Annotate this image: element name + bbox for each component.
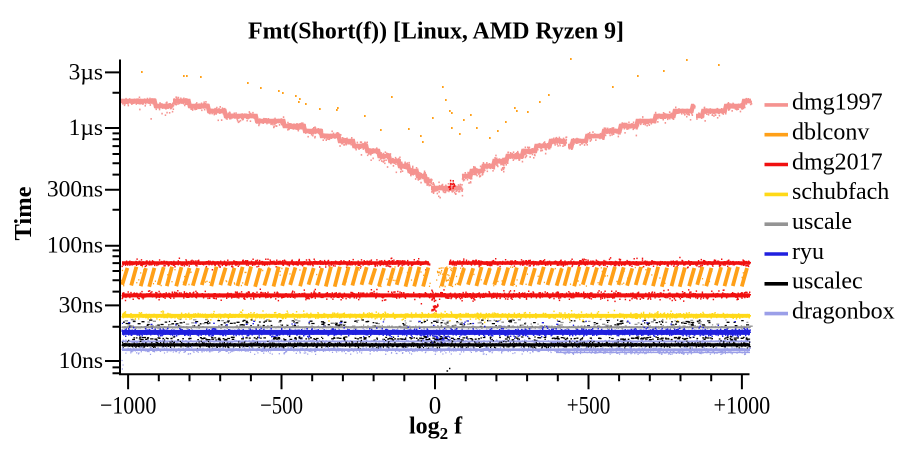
svg-text:uscale: uscale (792, 209, 852, 235)
svg-text:0: 0 (429, 393, 442, 420)
svg-text:100ns: 100ns (47, 233, 103, 259)
svg-text:+1000: +1000 (714, 393, 771, 420)
svg-text:Fmt(Short(f)) [Linux, AMD Ryze: Fmt(Short(f)) [Linux, AMD Ryzen 9] (248, 19, 624, 45)
svg-text:30ns: 30ns (59, 292, 103, 318)
svg-text:dmg1997: dmg1997 (792, 90, 883, 116)
svg-text:Time: Time (10, 186, 37, 240)
svg-text:dblconv: dblconv (792, 120, 869, 146)
svg-text:−500: −500 (260, 393, 303, 420)
svg-text:10ns: 10ns (59, 348, 103, 374)
svg-text:log2 f: log2 f (409, 414, 463, 444)
svg-text:1µs: 1µs (69, 115, 103, 141)
svg-text:3µs: 3µs (69, 59, 103, 85)
svg-text:+500: +500 (567, 393, 611, 420)
svg-text:dmg2017: dmg2017 (792, 149, 883, 175)
svg-text:uscalec: uscalec (792, 269, 863, 295)
svg-text:schubfach: schubfach (792, 179, 889, 205)
svg-text:dragonbox: dragonbox (792, 298, 895, 324)
svg-text:300ns: 300ns (47, 177, 103, 203)
svg-text:ryu: ryu (792, 239, 824, 265)
svg-text:−1000: −1000 (100, 393, 157, 420)
